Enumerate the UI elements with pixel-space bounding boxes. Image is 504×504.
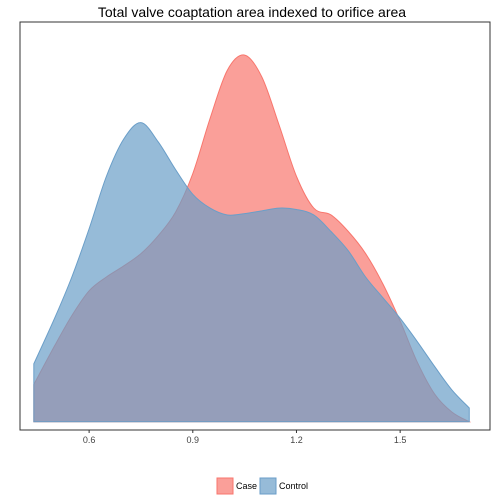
x-tick-label: 0.6 [83,435,96,445]
plot-panel-border [19,21,491,431]
legend-label-control: Control [279,481,308,491]
density-area-control [33,122,470,423]
x-tick-label: 0.9 [187,435,200,445]
x-axis-ticks: 0.6 0.9 1.2 1.5 [83,430,407,445]
legend-key-case [216,477,234,495]
density-areas [33,54,472,423]
x-tick-label: 1.2 [290,435,303,445]
legend-key-control [259,477,277,495]
x-tick-label: 1.5 [394,435,407,445]
chart-title: Total valve coaptation area indexed to o… [97,4,407,20]
legend-label-case: Case [236,481,257,491]
legend: Case Control [216,477,308,495]
